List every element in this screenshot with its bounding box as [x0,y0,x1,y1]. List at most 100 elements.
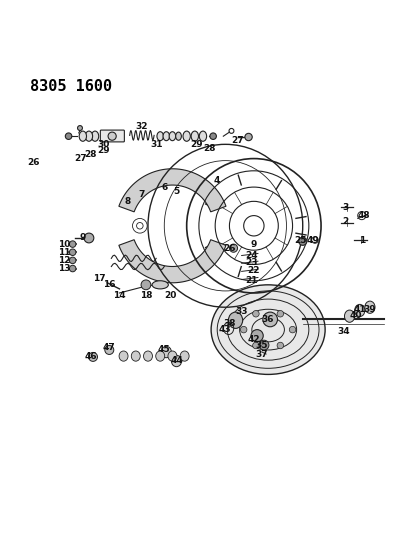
Circle shape [252,311,258,317]
Text: 45: 45 [157,345,170,354]
Ellipse shape [364,301,374,313]
Text: 39: 39 [363,305,375,314]
Text: 29: 29 [190,140,203,149]
Circle shape [229,244,237,252]
Text: 26: 26 [28,158,40,167]
Text: 7: 7 [138,190,145,198]
Text: 24: 24 [245,251,258,260]
Text: 48: 48 [357,211,369,220]
FancyBboxPatch shape [100,130,124,142]
Circle shape [252,342,258,349]
Ellipse shape [191,131,198,141]
Text: 21: 21 [245,276,257,285]
Circle shape [69,241,76,247]
Ellipse shape [152,281,168,289]
Circle shape [276,342,283,349]
Ellipse shape [88,352,97,361]
Ellipse shape [161,346,171,358]
Polygon shape [119,169,225,212]
Text: 5: 5 [173,187,179,196]
Text: 40: 40 [348,311,361,320]
Circle shape [258,340,268,350]
Text: 31: 31 [150,140,162,149]
Text: 27: 27 [231,136,243,145]
Circle shape [108,132,116,140]
Text: 9: 9 [79,233,86,243]
Text: 26: 26 [222,244,235,253]
Circle shape [298,237,306,245]
Text: 42: 42 [247,335,260,344]
Circle shape [69,257,76,264]
Text: 8305 1600: 8305 1600 [30,79,112,94]
Circle shape [84,233,94,243]
Text: 25: 25 [294,236,306,245]
Circle shape [262,312,277,327]
Text: 49: 49 [306,236,319,245]
Text: 36: 36 [261,315,274,324]
Text: 28: 28 [85,150,97,159]
Text: 23: 23 [245,258,257,267]
Text: 4: 4 [213,176,220,185]
Circle shape [69,265,76,272]
Text: 41: 41 [353,305,365,314]
Ellipse shape [228,312,242,328]
Circle shape [65,133,72,140]
Ellipse shape [143,351,152,361]
Ellipse shape [105,345,114,354]
Text: 34: 34 [336,327,349,336]
Ellipse shape [157,132,163,141]
Text: 12: 12 [58,256,71,265]
Text: 16: 16 [103,280,115,289]
Ellipse shape [171,356,181,367]
Circle shape [69,249,76,255]
Ellipse shape [168,351,176,361]
Circle shape [244,133,252,141]
Ellipse shape [175,132,181,140]
Ellipse shape [199,131,206,141]
Ellipse shape [79,131,86,141]
Ellipse shape [344,310,354,322]
Text: 2: 2 [342,217,348,226]
Ellipse shape [91,131,99,141]
Text: 14: 14 [113,290,126,300]
Text: 20: 20 [164,290,176,300]
Text: 47: 47 [103,343,115,352]
Text: 9: 9 [250,240,256,248]
Text: 37: 37 [255,350,267,359]
Circle shape [289,326,295,333]
Circle shape [141,280,151,290]
Ellipse shape [155,351,164,361]
Text: 43: 43 [218,325,231,334]
Circle shape [136,222,143,229]
Ellipse shape [169,132,175,141]
Text: 18: 18 [139,290,152,300]
Text: 33: 33 [235,307,247,316]
Ellipse shape [211,285,324,374]
Text: 17: 17 [92,274,105,283]
Ellipse shape [180,351,189,361]
Text: 22: 22 [247,266,259,275]
Text: 44: 44 [170,356,182,365]
Text: 11: 11 [58,248,71,257]
Text: 28: 28 [202,144,215,153]
Text: 3: 3 [342,203,348,212]
Text: 46: 46 [85,352,97,361]
Circle shape [240,326,246,333]
Text: 13: 13 [58,264,71,273]
Ellipse shape [85,131,92,141]
Ellipse shape [354,304,364,317]
Text: 1: 1 [358,236,364,245]
Text: 27: 27 [74,154,87,163]
Text: 30: 30 [97,140,109,149]
Text: 6: 6 [161,183,167,191]
Text: 29: 29 [97,146,109,155]
Ellipse shape [131,351,140,361]
Circle shape [276,311,283,317]
Text: 35: 35 [255,342,267,350]
Text: 8: 8 [124,197,130,206]
Text: 32: 32 [135,122,148,131]
Ellipse shape [182,131,190,141]
Ellipse shape [119,351,128,361]
Text: 38: 38 [222,319,235,328]
Circle shape [77,126,82,131]
